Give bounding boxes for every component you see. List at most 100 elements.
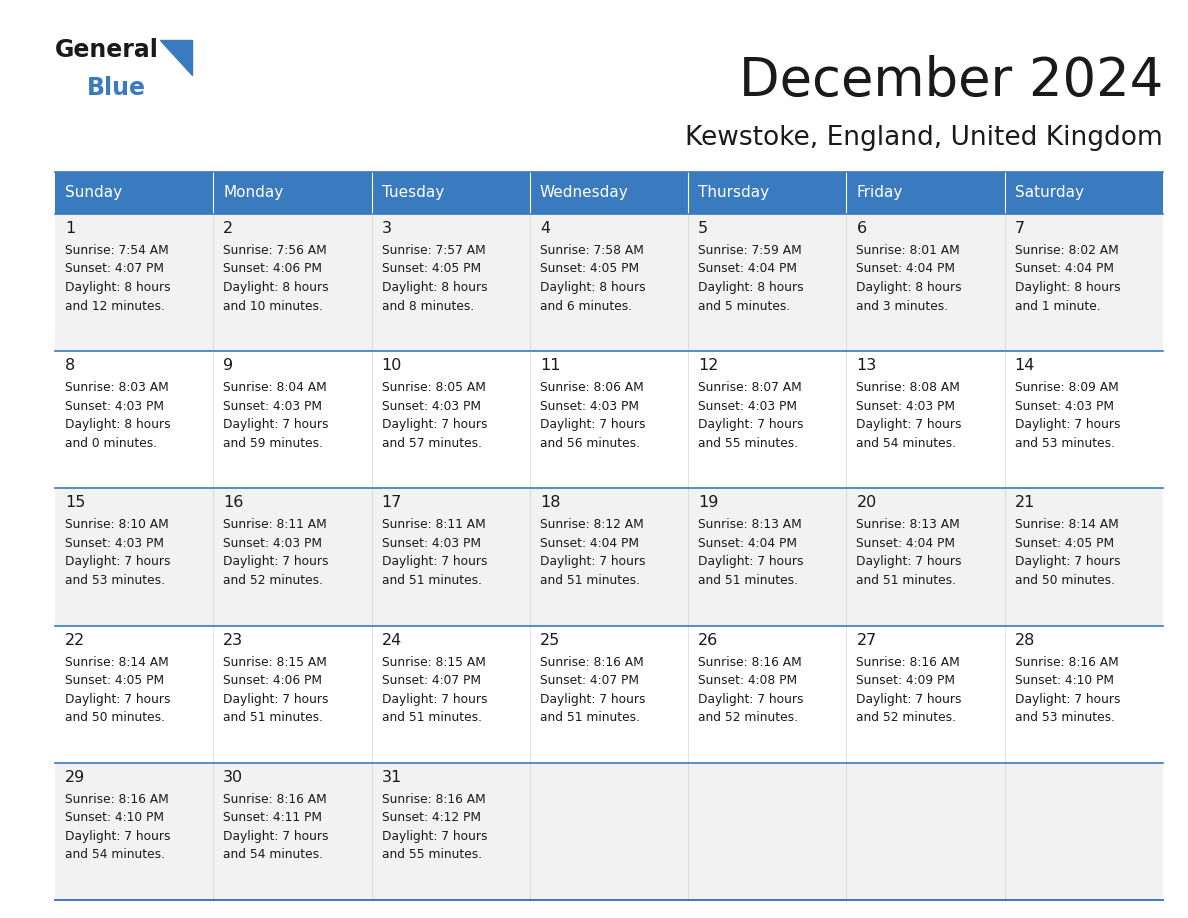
- Text: Daylight: 7 hours: Daylight: 7 hours: [857, 692, 962, 706]
- Bar: [846, 214, 1005, 352]
- Text: and 8 minutes.: and 8 minutes.: [381, 299, 474, 312]
- Bar: [1005, 763, 1163, 900]
- Text: Sunrise: 8:13 AM: Sunrise: 8:13 AM: [699, 519, 802, 532]
- Text: and 50 minutes.: and 50 minutes.: [1015, 574, 1114, 587]
- Text: Sunrise: 8:07 AM: Sunrise: 8:07 AM: [699, 381, 802, 394]
- Text: and 51 minutes.: and 51 minutes.: [381, 574, 481, 587]
- Text: Sunrise: 8:04 AM: Sunrise: 8:04 AM: [223, 381, 327, 394]
- Text: 9: 9: [223, 358, 233, 374]
- Text: and 10 minutes.: and 10 minutes.: [223, 299, 323, 312]
- Bar: [55, 352, 214, 488]
- Text: and 55 minutes.: and 55 minutes.: [381, 848, 481, 861]
- Bar: [846, 352, 1005, 488]
- Text: Daylight: 7 hours: Daylight: 7 hours: [381, 419, 487, 431]
- Text: Daylight: 7 hours: Daylight: 7 hours: [539, 419, 645, 431]
- Text: Sunrise: 8:16 AM: Sunrise: 8:16 AM: [223, 793, 327, 806]
- Bar: [688, 488, 846, 625]
- Text: 27: 27: [857, 633, 877, 647]
- Text: and 52 minutes.: and 52 minutes.: [699, 711, 798, 724]
- Bar: [55, 763, 214, 900]
- Text: 13: 13: [857, 358, 877, 374]
- Text: Daylight: 8 hours: Daylight: 8 hours: [223, 281, 329, 294]
- Text: Sunset: 4:05 PM: Sunset: 4:05 PM: [1015, 537, 1114, 550]
- Text: Sunrise: 8:15 AM: Sunrise: 8:15 AM: [223, 655, 327, 668]
- Bar: [530, 214, 688, 352]
- Text: and 54 minutes.: and 54 minutes.: [65, 848, 165, 861]
- Text: December 2024: December 2024: [739, 55, 1163, 107]
- Bar: [530, 488, 688, 625]
- Text: 11: 11: [539, 358, 561, 374]
- Text: Sunset: 4:05 PM: Sunset: 4:05 PM: [381, 263, 481, 275]
- Text: 2: 2: [223, 221, 233, 236]
- Text: Sunset: 4:09 PM: Sunset: 4:09 PM: [857, 674, 955, 687]
- Text: Sunset: 4:07 PM: Sunset: 4:07 PM: [65, 263, 164, 275]
- Text: 16: 16: [223, 496, 244, 510]
- Text: Sunrise: 8:11 AM: Sunrise: 8:11 AM: [223, 519, 327, 532]
- Text: Daylight: 7 hours: Daylight: 7 hours: [65, 692, 171, 706]
- Text: 10: 10: [381, 358, 402, 374]
- Bar: [372, 763, 530, 900]
- Text: Sunset: 4:07 PM: Sunset: 4:07 PM: [539, 674, 639, 687]
- Text: Daylight: 8 hours: Daylight: 8 hours: [857, 281, 962, 294]
- Text: Sunset: 4:05 PM: Sunset: 4:05 PM: [65, 674, 164, 687]
- Text: Daylight: 7 hours: Daylight: 7 hours: [1015, 419, 1120, 431]
- Text: and 51 minutes.: and 51 minutes.: [539, 711, 640, 724]
- Text: Daylight: 7 hours: Daylight: 7 hours: [65, 830, 171, 843]
- Text: 18: 18: [539, 496, 561, 510]
- Text: Sunset: 4:03 PM: Sunset: 4:03 PM: [857, 399, 955, 413]
- Bar: [214, 625, 372, 763]
- Text: and 51 minutes.: and 51 minutes.: [857, 574, 956, 587]
- Text: Sunrise: 8:05 AM: Sunrise: 8:05 AM: [381, 381, 486, 394]
- Text: Sunrise: 8:16 AM: Sunrise: 8:16 AM: [699, 655, 802, 668]
- Text: Sunrise: 8:16 AM: Sunrise: 8:16 AM: [857, 655, 960, 668]
- Text: and 52 minutes.: and 52 minutes.: [223, 574, 323, 587]
- Bar: [214, 214, 372, 352]
- Text: Sunset: 4:04 PM: Sunset: 4:04 PM: [539, 537, 639, 550]
- Text: Daylight: 7 hours: Daylight: 7 hours: [381, 692, 487, 706]
- Bar: [372, 352, 530, 488]
- Text: Daylight: 7 hours: Daylight: 7 hours: [381, 830, 487, 843]
- Text: 1: 1: [65, 221, 75, 236]
- Bar: [688, 763, 846, 900]
- Text: Sunrise: 7:57 AM: Sunrise: 7:57 AM: [381, 244, 486, 257]
- Text: Daylight: 8 hours: Daylight: 8 hours: [699, 281, 804, 294]
- Text: Sunrise: 8:16 AM: Sunrise: 8:16 AM: [539, 655, 644, 668]
- Text: 4: 4: [539, 221, 550, 236]
- Text: Sunrise: 8:10 AM: Sunrise: 8:10 AM: [65, 519, 169, 532]
- Text: Tuesday: Tuesday: [381, 185, 444, 200]
- Bar: [214, 488, 372, 625]
- Text: Daylight: 7 hours: Daylight: 7 hours: [223, 830, 329, 843]
- Bar: [530, 763, 688, 900]
- Text: Sunset: 4:04 PM: Sunset: 4:04 PM: [1015, 263, 1113, 275]
- Bar: [372, 488, 530, 625]
- Text: Sunset: 4:08 PM: Sunset: 4:08 PM: [699, 674, 797, 687]
- Text: 25: 25: [539, 633, 560, 647]
- Text: Sunset: 4:03 PM: Sunset: 4:03 PM: [223, 537, 322, 550]
- Text: and 53 minutes.: and 53 minutes.: [1015, 437, 1114, 450]
- Bar: [1005, 625, 1163, 763]
- Text: 6: 6: [857, 221, 866, 236]
- Text: 20: 20: [857, 496, 877, 510]
- Text: Monday: Monday: [223, 185, 284, 200]
- Bar: [846, 763, 1005, 900]
- Bar: [55, 214, 214, 352]
- Text: Sunset: 4:03 PM: Sunset: 4:03 PM: [381, 399, 481, 413]
- Text: Daylight: 7 hours: Daylight: 7 hours: [65, 555, 171, 568]
- Bar: [214, 172, 372, 214]
- Bar: [688, 214, 846, 352]
- Text: and 50 minutes.: and 50 minutes.: [65, 711, 165, 724]
- Text: Daylight: 7 hours: Daylight: 7 hours: [1015, 692, 1120, 706]
- Text: Sunset: 4:03 PM: Sunset: 4:03 PM: [539, 399, 639, 413]
- Text: Sunrise: 8:02 AM: Sunrise: 8:02 AM: [1015, 244, 1118, 257]
- Bar: [1005, 352, 1163, 488]
- Text: Sunset: 4:03 PM: Sunset: 4:03 PM: [223, 399, 322, 413]
- Text: Daylight: 7 hours: Daylight: 7 hours: [223, 419, 329, 431]
- Bar: [688, 172, 846, 214]
- Text: Sunrise: 8:06 AM: Sunrise: 8:06 AM: [539, 381, 644, 394]
- Text: Blue: Blue: [87, 76, 146, 100]
- Text: Daylight: 7 hours: Daylight: 7 hours: [539, 692, 645, 706]
- Text: 14: 14: [1015, 358, 1035, 374]
- Text: 3: 3: [381, 221, 392, 236]
- Bar: [55, 488, 214, 625]
- Bar: [688, 625, 846, 763]
